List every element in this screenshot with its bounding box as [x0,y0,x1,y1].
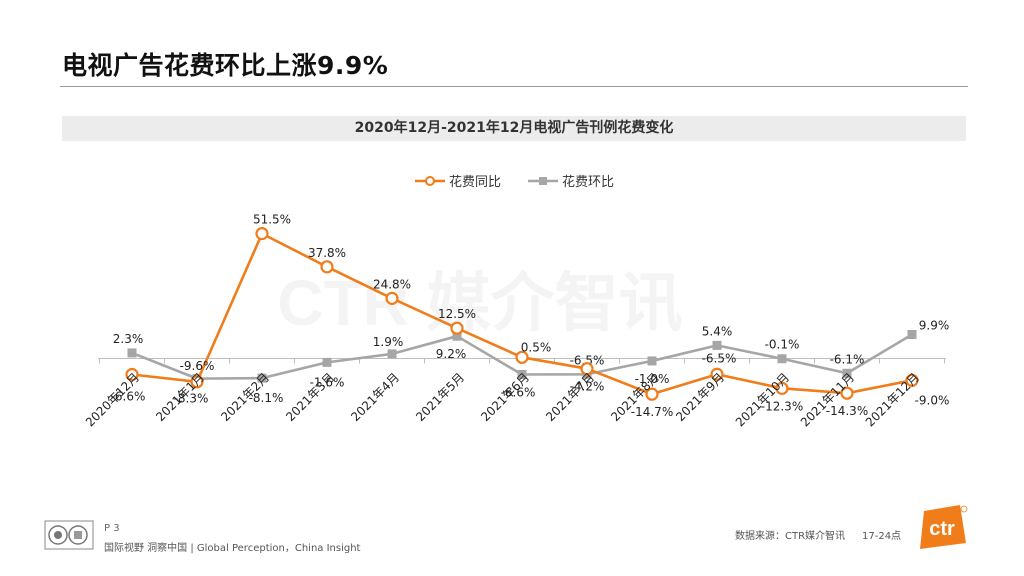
yoy-data-label: -14.3% [826,404,868,418]
title-divider [60,86,968,87]
yoy-point [125,367,139,382]
mom-data-label: -8.3% [174,392,209,406]
yoy-point [775,381,789,395]
x-tick-label: 2021年11月 [798,370,857,429]
legend-marker [425,176,435,186]
mom-data-label: 1.9% [373,335,404,349]
yoy-data-label: -12.3% [761,399,803,413]
mom-data-label: -8.1% [249,391,284,405]
yoy-data-label: 24.8% [373,277,411,291]
certification-icon [44,520,94,550]
yoy-point [320,260,334,274]
yoy-point [450,321,464,335]
data-source: 数据来源：CTR媒介智讯 [735,531,846,542]
yoy-point [580,362,594,376]
time-band: 17-24点 [862,531,902,542]
mom-point [842,368,852,378]
mom-data-label: 5.4% [702,324,733,338]
chart-title: 2020年12月-2021年12月电视广告刊例花费变化 [62,116,966,141]
yoy-point [385,291,399,305]
ctr-logo-text: ctr [929,518,955,540]
mom-point [387,349,397,359]
yoy-data-label: 0.5% [521,340,552,354]
mom-data-label: -6.6% [501,386,536,400]
yoy-data-label: -6.6% [111,390,146,404]
watermark: CTR 媒介智讯 [277,267,682,339]
yoy-point [840,386,854,400]
mom-data-label: -0.1% [765,338,800,352]
mom-point [257,373,267,383]
mom-point [517,370,527,380]
mom-point [127,348,137,358]
mom-data-label: 2.3% [113,332,144,346]
mom-point [322,357,332,367]
yoy-point [905,373,919,387]
mom-data-label: -6.1% [830,352,865,366]
mom-point [647,356,657,366]
mom-point [452,331,462,341]
legend-label: 花费同比 [449,174,501,190]
yoy-data-label: -9.0% [915,393,950,407]
mom-point [712,340,722,350]
yoy-point [190,375,204,389]
legend-label: 花费环比 [562,174,614,190]
yoy-data-label: 12.5% [438,307,476,321]
mom-data-label: -1.6% [310,375,345,389]
mom-data-label: -6.5% [570,353,605,367]
yoy-point [710,367,724,381]
x-tick-label: 2021年12月 [863,370,922,429]
yoy-data-label: -9.6% [180,359,215,373]
footer-slogan: 国际视野 洞察中国 | Global Perception，China Insi… [104,543,361,554]
mom-data-label: 9.9% [919,318,950,332]
yoy-data-label: 37.8% [308,246,346,260]
mom-data-label: -1.0% [635,372,670,386]
mom-point [777,354,787,364]
legend-marker [539,177,547,185]
mom-data-label: 9.2% [436,347,467,361]
yoy-data-label: 51.5% [253,213,291,227]
x-tick-label: 2021年5月 [413,370,467,424]
x-tick-label: 2021年4月 [348,370,402,424]
yoy-data-label: -4.2% [570,380,605,394]
yoy-data-label: -14.7% [631,405,673,419]
yoy-data-label: -6.5% [702,351,737,365]
yoy-point [515,350,529,364]
mom-point [907,329,917,339]
yoy-point [255,227,269,241]
x-tick-label: 2021年7月 [543,370,597,424]
page-title: 电视广告花费环比上涨9.9% [62,51,389,80]
ctr-logo: ctr [920,505,968,549]
yoy-point [645,387,659,401]
legend: 花费同比 花费环比 [415,174,614,190]
page-number: P 3 [104,523,120,534]
